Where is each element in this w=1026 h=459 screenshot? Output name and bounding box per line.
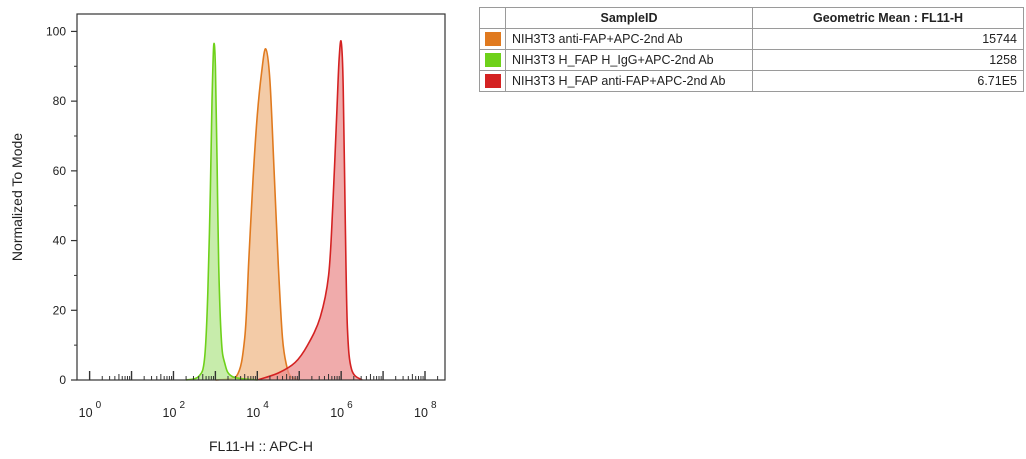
x-axis-label: FL11-H :: APC-H bbox=[209, 438, 313, 454]
x-tick-exponent: 8 bbox=[431, 400, 437, 411]
y-tick-label: 100 bbox=[46, 24, 66, 38]
y-tick-label: 20 bbox=[53, 303, 67, 317]
legend-row: NIH3T3 anti-FAP+APC-2nd Ab 15744 bbox=[479, 28, 1024, 50]
series-layer bbox=[185, 40, 363, 381]
histogram-line bbox=[257, 40, 363, 381]
legend-header-swatch bbox=[479, 7, 506, 29]
x-tick-exponent: 4 bbox=[263, 400, 269, 411]
sample-legend-table: SampleID Geometric Mean : FL11-H NIH3T3 … bbox=[479, 7, 1024, 92]
series-color-swatch bbox=[484, 53, 501, 68]
y-tick-label: 60 bbox=[53, 164, 67, 178]
series-group bbox=[215, 48, 300, 381]
geometric-mean-cell: 15744 bbox=[752, 28, 1024, 50]
series-color-swatch bbox=[484, 32, 501, 47]
histogram-line bbox=[185, 42, 258, 381]
legend-header-geomean: Geometric Mean : FL11-H bbox=[752, 7, 1024, 29]
geometric-mean-cell: 1258 bbox=[752, 49, 1024, 71]
plot-frame bbox=[76, 13, 446, 381]
x-tick-exponent: 6 bbox=[347, 400, 353, 411]
x-tick-exponent: 0 bbox=[96, 400, 102, 411]
sample-id-cell: NIH3T3 anti-FAP+APC-2nd Ab bbox=[505, 28, 753, 50]
series-color-swatch bbox=[484, 74, 501, 89]
x-tick-exponent: 2 bbox=[179, 400, 185, 411]
x-tick-label: 10 bbox=[163, 406, 177, 420]
y-tick-label: 40 bbox=[53, 234, 67, 248]
legend-header-row: SampleID Geometric Mean : FL11-H bbox=[479, 7, 1024, 29]
y-tick-label: 80 bbox=[53, 94, 67, 108]
y-axis-label: Normalized To Mode bbox=[9, 133, 25, 261]
legend-header-sampleid: SampleID bbox=[505, 7, 753, 29]
y-tick-label: 0 bbox=[59, 373, 66, 387]
geometric-mean-cell: 6.71E5 bbox=[752, 70, 1024, 92]
sample-id-cell: NIH3T3 H_FAP anti-FAP+APC-2nd Ab bbox=[505, 70, 753, 92]
histogram-fill bbox=[215, 48, 300, 381]
y-axis: 0 20 40 60 80 100 bbox=[46, 24, 77, 387]
x-tick-label: 10 bbox=[330, 406, 344, 420]
sample-id-cell: NIH3T3 H_FAP H_IgG+APC-2nd Ab bbox=[505, 49, 753, 71]
series-group bbox=[257, 40, 363, 381]
histogram-line bbox=[215, 48, 300, 381]
x-tick-label: 10 bbox=[414, 406, 428, 420]
legend-row: NIH3T3 H_FAP anti-FAP+APC-2nd Ab 6.71E5 bbox=[479, 70, 1024, 92]
x-tick-label: 10 bbox=[246, 406, 260, 420]
x-tick-label: 10 bbox=[79, 406, 93, 420]
legend-row: NIH3T3 H_FAP H_IgG+APC-2nd Ab 1258 bbox=[479, 49, 1024, 71]
histogram-fill bbox=[257, 40, 363, 380]
series-group bbox=[185, 42, 258, 381]
